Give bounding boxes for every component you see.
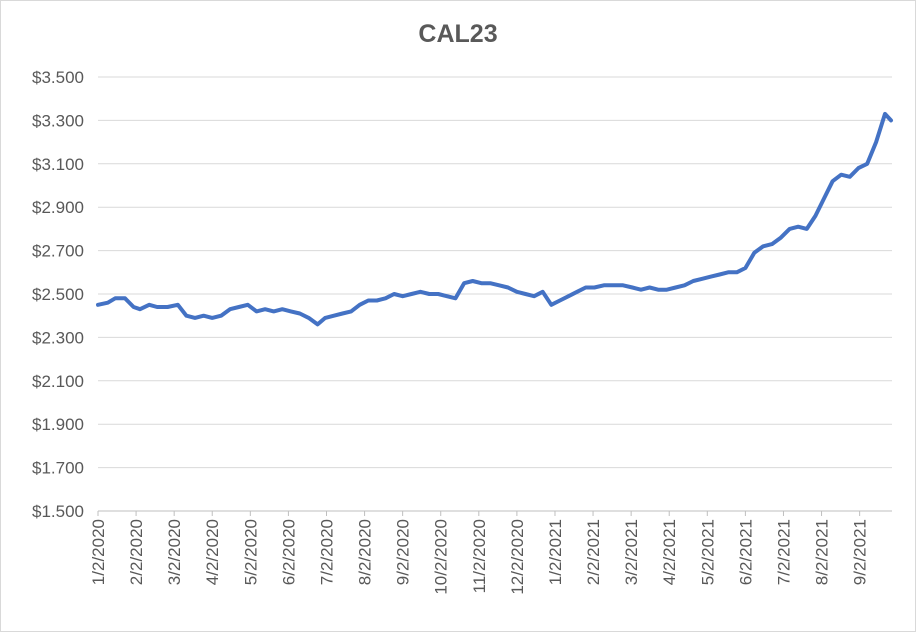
x-tick-label: 3/2/2021	[622, 519, 641, 585]
y-tick-label: $2.500	[32, 285, 84, 304]
x-tick-label: 7/2/2021	[774, 519, 793, 585]
y-tick-label: $3.300	[32, 111, 84, 130]
x-tick-label: 9/2/2021	[851, 519, 870, 585]
y-tick-label: $1.500	[32, 502, 84, 521]
y-tick-label: $2.300	[32, 328, 84, 347]
x-tick-label: 6/2/2021	[736, 519, 755, 585]
x-tick-label: 6/2/2020	[279, 519, 298, 585]
chart-title: CAL23	[418, 20, 498, 48]
y-tick-label: $3.500	[32, 68, 84, 87]
y-tick-label: $1.700	[32, 459, 84, 478]
y-axis-ticks: $1.500 $1.700 $1.900 $2.100 $2.300 $2.500 $2.7…	[32, 68, 84, 521]
x-tick-label: 8/2/2021	[813, 519, 832, 585]
x-tick-label: 2/2/2021	[584, 519, 603, 585]
x-tick-label: 5/2/2020	[241, 519, 260, 585]
y-tick-label: $1.900	[32, 415, 84, 434]
series-line	[96, 111, 893, 327]
gridlines	[98, 76, 892, 469]
x-tick-label: 8/2/2020	[356, 519, 375, 585]
x-tick-label: 1/2/2020	[89, 519, 108, 585]
x-tick-label: 4/2/2020	[203, 519, 222, 585]
series-group	[96, 111, 893, 327]
x-tick-label: 1/2/2021	[546, 519, 565, 585]
x-tick-label: 10/2/2020	[432, 519, 451, 595]
x-axis-ticks: 1/2/2020 2/2/2020 3/2/2020 4/2/2020 5/2/2020…	[89, 511, 870, 595]
y-tick-label: $3.100	[32, 155, 84, 174]
x-tick-label: 4/2/2021	[660, 519, 679, 585]
x-tick-label: 3/2/2020	[165, 519, 184, 585]
y-tick-label: $2.100	[32, 372, 84, 391]
x-tick-label: 5/2/2021	[698, 519, 717, 585]
x-tick-label: 7/2/2020	[317, 519, 336, 585]
x-tick-label: 11/2/2020	[470, 519, 489, 593]
x-tick-label: 2/2/2020	[127, 519, 146, 585]
y-tick-label: $2.900	[32, 198, 84, 217]
x-tick-label: 9/2/2020	[394, 519, 413, 585]
x-tick-label: 12/2/2020	[508, 519, 527, 595]
y-tick-label: $2.700	[32, 242, 84, 261]
